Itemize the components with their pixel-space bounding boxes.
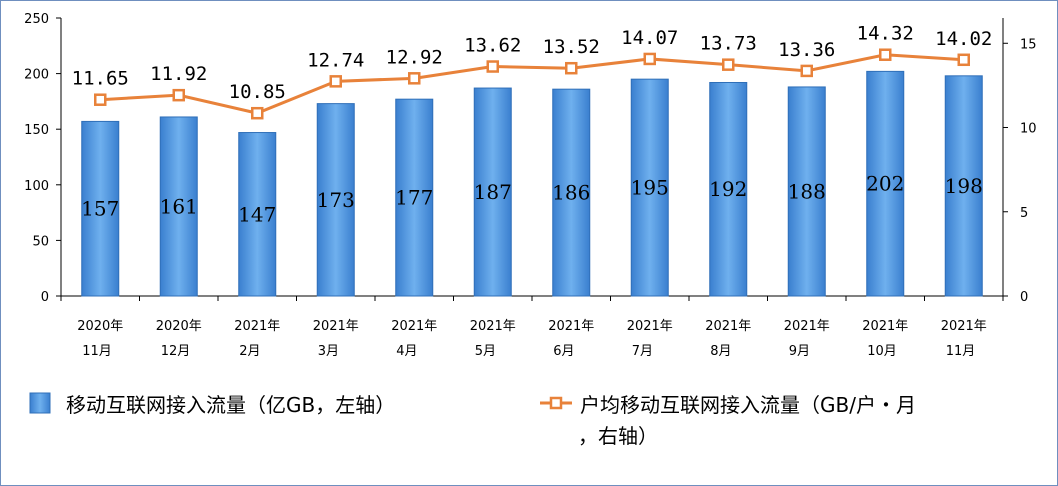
line-point (408, 72, 421, 85)
x-tick-label-year: 2021年 (391, 319, 437, 334)
x-tick-label-year: 2021年 (234, 319, 280, 334)
x-tick-label-month: 11月 (82, 344, 112, 359)
line-value-label: 13.73 (700, 33, 757, 55)
x-tick-label-year: 2021年 (941, 319, 987, 334)
line-point (565, 61, 578, 75)
series-line (100, 53, 964, 115)
legend-line-marker (549, 396, 563, 410)
bar-value-label: 157 (81, 197, 119, 221)
bar-value-label: 173 (317, 188, 355, 212)
bar (630, 78, 669, 297)
line-value-label: 13.52 (543, 36, 600, 58)
y-left-tick-label: 50 (32, 234, 49, 249)
line-value-label: 14.02 (935, 28, 992, 50)
bar-value-label: 161 (160, 194, 198, 218)
line-value-label: 12.92 (386, 46, 443, 68)
bar (552, 88, 591, 297)
bar (787, 86, 826, 297)
x-tick-label-year: 2021年 (784, 319, 830, 334)
x-tick-label-month: 9月 (789, 344, 810, 359)
x-tick-label-month: 6月 (553, 344, 574, 359)
x-tick-label-year: 2021年 (705, 319, 751, 334)
x-tick-label-month: 11月 (946, 344, 976, 359)
line-point (643, 52, 656, 66)
bar (395, 98, 434, 297)
bar (159, 116, 198, 297)
legend-bar-swatch (29, 392, 51, 414)
line-point (486, 60, 499, 73)
bar-value-label: 177 (395, 186, 433, 210)
line-point (329, 75, 342, 88)
bar-value-label: 188 (788, 179, 826, 203)
y-left-tick-label: 150 (24, 123, 49, 138)
bar (866, 70, 905, 297)
bar-value-label: 186 (552, 181, 590, 205)
line-value-label: 10.85 (229, 81, 286, 103)
x-tick-label-year: 2021年 (470, 319, 516, 334)
legend-bar-label: 移动互联网接入流量（亿GB，左轴） (66, 393, 395, 417)
y-left-tick-label: 250 (24, 12, 49, 27)
bar (473, 87, 512, 297)
y-left-tick-label: 100 (24, 179, 49, 194)
bar (709, 81, 748, 297)
bar-value-label: 202 (866, 172, 904, 196)
x-tick-label-year: 2020年 (156, 319, 202, 334)
y-right-tick-label: 10 (1020, 122, 1037, 137)
line-point (722, 58, 735, 71)
y-right-tick-label: 5 (1020, 206, 1028, 221)
y-right-tick-label: 15 (1020, 37, 1037, 52)
line-value-label: 13.36 (778, 39, 835, 61)
x-tick-label-year: 2021年 (627, 319, 673, 334)
x-tick-label-month: 5月 (475, 344, 496, 359)
x-tick-label-year: 2021年 (862, 319, 908, 334)
line-point (800, 64, 813, 78)
line-value-label: 13.62 (464, 35, 521, 57)
line-point (251, 106, 264, 120)
bar (81, 120, 120, 297)
bar-value-label: 198 (945, 174, 983, 198)
line-point (172, 88, 185, 102)
x-tick-label-year: 2020年 (77, 319, 123, 334)
bar (238, 132, 277, 297)
y-right-tick-label: 0 (1020, 290, 1028, 305)
bar-value-label: 195 (631, 176, 669, 200)
x-tick-label-month: 8月 (710, 344, 731, 359)
y-left-tick-label: 0 (41, 290, 49, 305)
bar-value-label: 147 (238, 202, 276, 226)
x-tick-label-year: 2021年 (313, 319, 359, 334)
line-value-label: 14.07 (621, 27, 678, 49)
line-value-label: 11.92 (150, 63, 207, 85)
line-point (879, 48, 892, 61)
y-left-tick-label: 200 (24, 68, 49, 83)
legend-line-label-2: ，右轴） (578, 424, 658, 448)
line-value-label: 14.32 (857, 23, 914, 45)
bar-value-label: 187 (474, 180, 512, 204)
bar (316, 103, 355, 297)
bar-value-label: 192 (709, 177, 747, 201)
line-point (94, 93, 107, 106)
x-tick-label-month: 10月 (867, 344, 897, 359)
bar (944, 75, 983, 297)
x-tick-label-month: 7月 (632, 344, 653, 359)
x-tick-label-month: 3月 (318, 344, 339, 359)
legend-line-label-1: 户均移动互联网接入流量（GB/户・月 (580, 393, 916, 417)
x-tick-label-month: 2月 (239, 344, 260, 359)
x-tick-label-month: 4月 (396, 344, 417, 359)
x-tick-label-month: 12月 (161, 344, 191, 359)
x-tick-label-year: 2021年 (548, 319, 594, 334)
line-point (957, 53, 970, 67)
line-value-label: 11.65 (72, 68, 129, 90)
line-value-label: 12.74 (307, 49, 364, 71)
